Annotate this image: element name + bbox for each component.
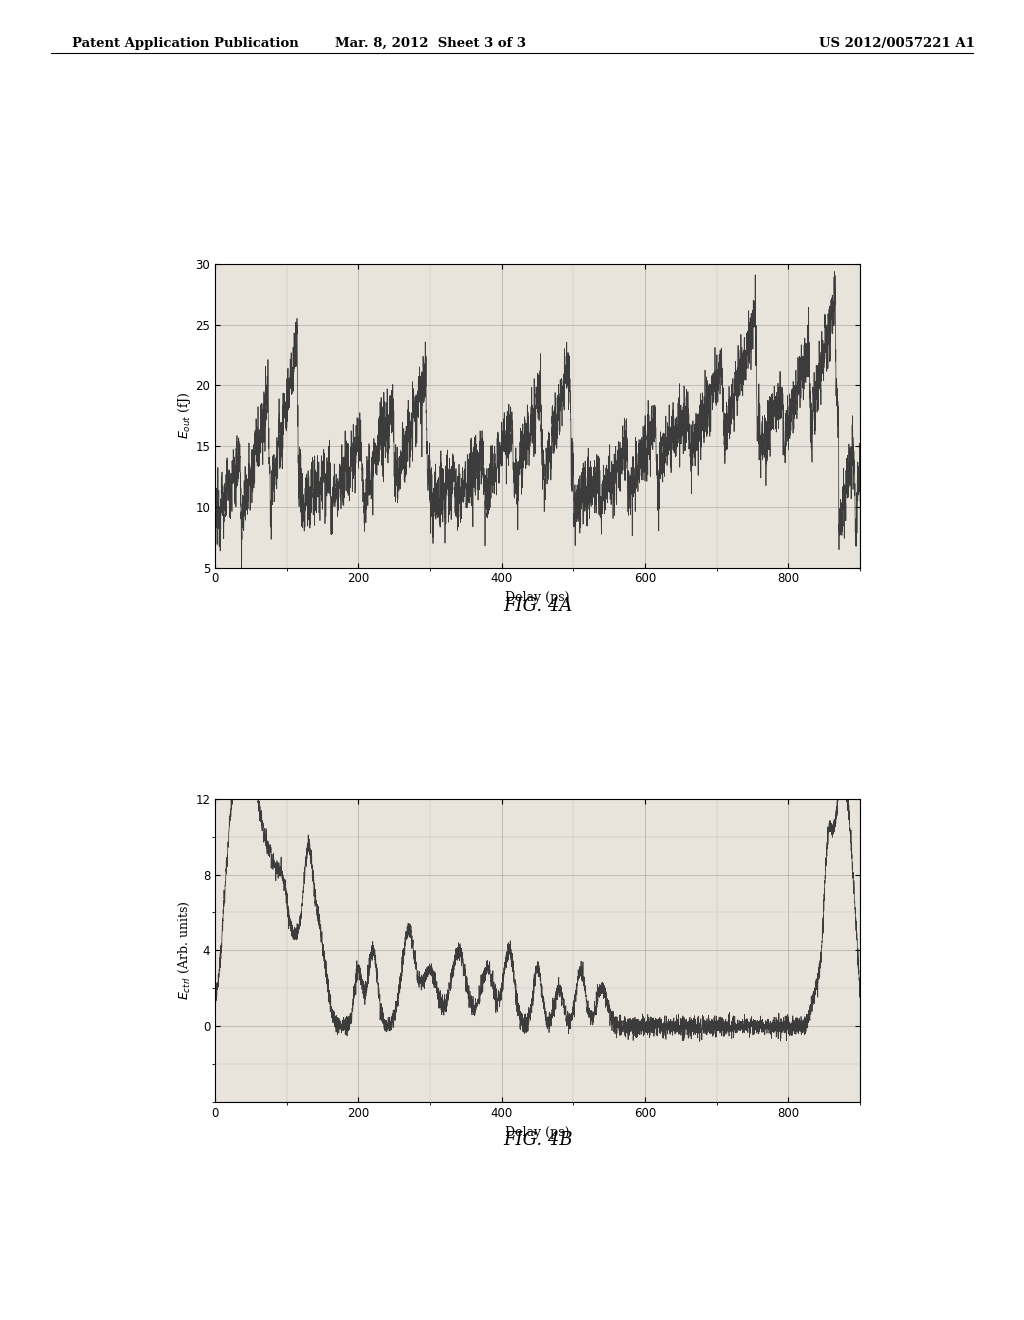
Text: Patent Application Publication: Patent Application Publication: [72, 37, 298, 50]
Y-axis label: $E_{ctrl}$ (Arb. units): $E_{ctrl}$ (Arb. units): [177, 900, 193, 1001]
Text: FIG. 4B: FIG. 4B: [503, 1131, 572, 1150]
Text: US 2012/0057221 A1: US 2012/0057221 A1: [819, 37, 975, 50]
Text: Mar. 8, 2012  Sheet 3 of 3: Mar. 8, 2012 Sheet 3 of 3: [335, 37, 525, 50]
Y-axis label: $E_{out}$ (fJ): $E_{out}$ (fJ): [175, 392, 193, 440]
X-axis label: Delay (ps): Delay (ps): [506, 591, 569, 605]
X-axis label: Delay (ps): Delay (ps): [506, 1126, 569, 1139]
Text: FIG. 4A: FIG. 4A: [503, 597, 572, 615]
